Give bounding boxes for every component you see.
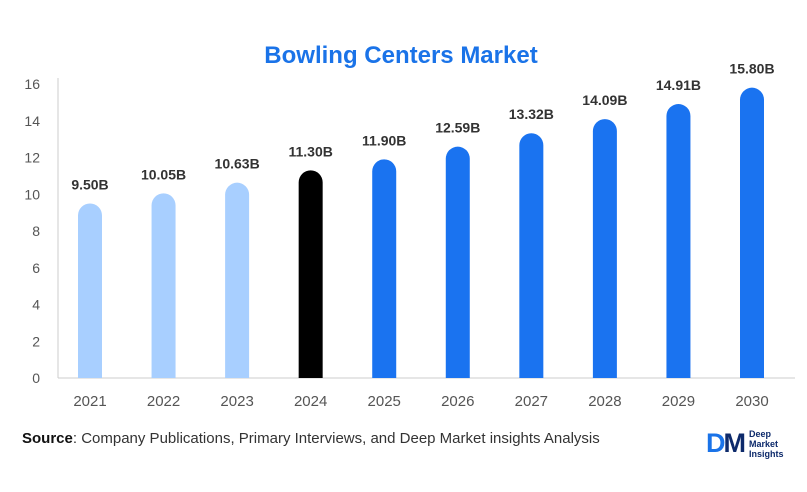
x-tick-label: 2025: [368, 393, 401, 410]
x-tick-label: 2027: [515, 393, 548, 410]
bar-2024: [298, 170, 323, 378]
bar-2029: [666, 104, 691, 378]
data-label: 11.90B: [362, 132, 406, 148]
x-tick-label: 2024: [294, 393, 327, 410]
source-note: Source: Company Publications, Primary In…: [22, 430, 600, 447]
data-label: 10.05B: [141, 166, 186, 182]
y-tick-label: 14: [24, 113, 40, 129]
y-tick-label: 12: [24, 150, 40, 166]
bar-2022: [151, 193, 176, 378]
bar-chart: Bowling Centers Market 0 2 4 6 8 10 12 14 16 202…: [24, 42, 795, 410]
y-tick-label: 10: [24, 186, 40, 202]
y-tick-label: 4: [32, 297, 40, 313]
bar-2028: [592, 119, 617, 379]
bar-2025: [372, 159, 397, 378]
x-tick-label: 2029: [662, 393, 695, 410]
y-tick-label: 0: [32, 370, 40, 386]
bar-2023: [225, 182, 250, 378]
data-label: 15.80B: [729, 61, 774, 77]
logo-monogram: DM: [706, 428, 746, 458]
x-tick-label: 2030: [735, 393, 768, 410]
logo-letter-d: D: [706, 428, 725, 458]
logo-word-1: Deep: [749, 429, 772, 439]
bar-2021: [78, 203, 102, 378]
source-text: : Company Publications, Primary Intervie…: [72, 430, 600, 447]
data-label: 9.50B: [71, 176, 108, 192]
x-tick-label: 2022: [147, 393, 180, 410]
data-label: 12.59B: [435, 120, 480, 136]
data-labels: 9.50B 10.05B 10.63B 11.30B 11.90B 12.59B 13.32…: [71, 61, 774, 193]
data-label: 13.32B: [509, 106, 554, 122]
bar-2027: [519, 133, 544, 378]
y-tick-label: 6: [32, 260, 40, 276]
y-tick-label: 16: [24, 76, 40, 92]
logo-wordmark: Deep Market Insights: [749, 429, 784, 459]
x-tick-label: 2021: [73, 393, 106, 410]
x-axis: 2021 2022 2023 2024 2025 2026 2027 2028 2029 2030: [73, 393, 768, 410]
data-label: 10.63B: [215, 156, 260, 172]
x-tick-label: 2023: [220, 393, 253, 410]
logo-letter-m: M: [723, 428, 746, 458]
x-tick-label: 2028: [588, 393, 621, 410]
y-tick-label: 8: [32, 223, 40, 239]
y-tick-label: 2: [32, 333, 40, 349]
data-label: 14.91B: [656, 77, 701, 93]
chart-title: Bowling Centers Market: [264, 42, 537, 69]
data-label: 11.30B: [288, 143, 332, 159]
bar-2026: [445, 146, 470, 378]
data-label: 14.09B: [582, 92, 627, 108]
logo-word-2: Market: [749, 439, 779, 449]
source-label: Source: [22, 430, 73, 447]
x-tick-label: 2026: [441, 393, 474, 410]
bars: [78, 87, 764, 379]
brand-logo: DM Deep Market Insights: [706, 426, 796, 462]
bar-2030: [740, 87, 764, 379]
logo-word-3: Insights: [749, 449, 784, 459]
